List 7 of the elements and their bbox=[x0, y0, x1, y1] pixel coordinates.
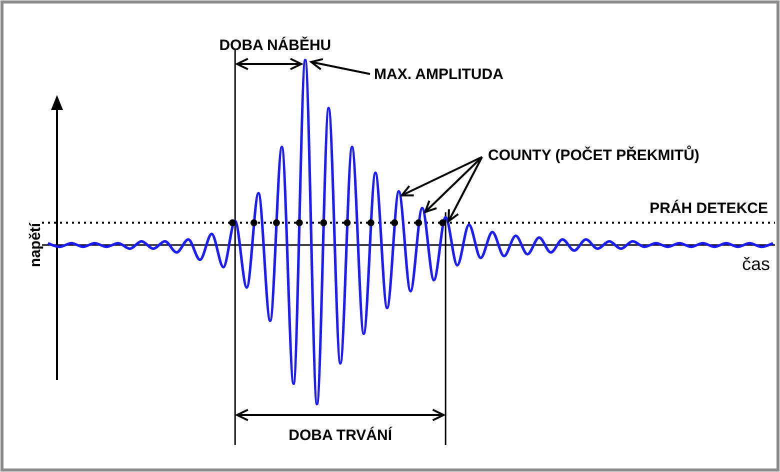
annotation: COUNTY (POČET PŘEKMITŮ) bbox=[488, 145, 700, 164]
text: DOBA TRVÁNÍ bbox=[288, 426, 393, 444]
x-axis-title: čas bbox=[742, 254, 770, 274]
y-axis-title: napětí bbox=[27, 222, 44, 268]
text: DOBA NÁBĚHU bbox=[219, 36, 332, 54]
ref-line-label: PRÁH DETEKCE bbox=[650, 198, 768, 217]
annotation: MAX. AMPLITUDA bbox=[374, 66, 504, 83]
